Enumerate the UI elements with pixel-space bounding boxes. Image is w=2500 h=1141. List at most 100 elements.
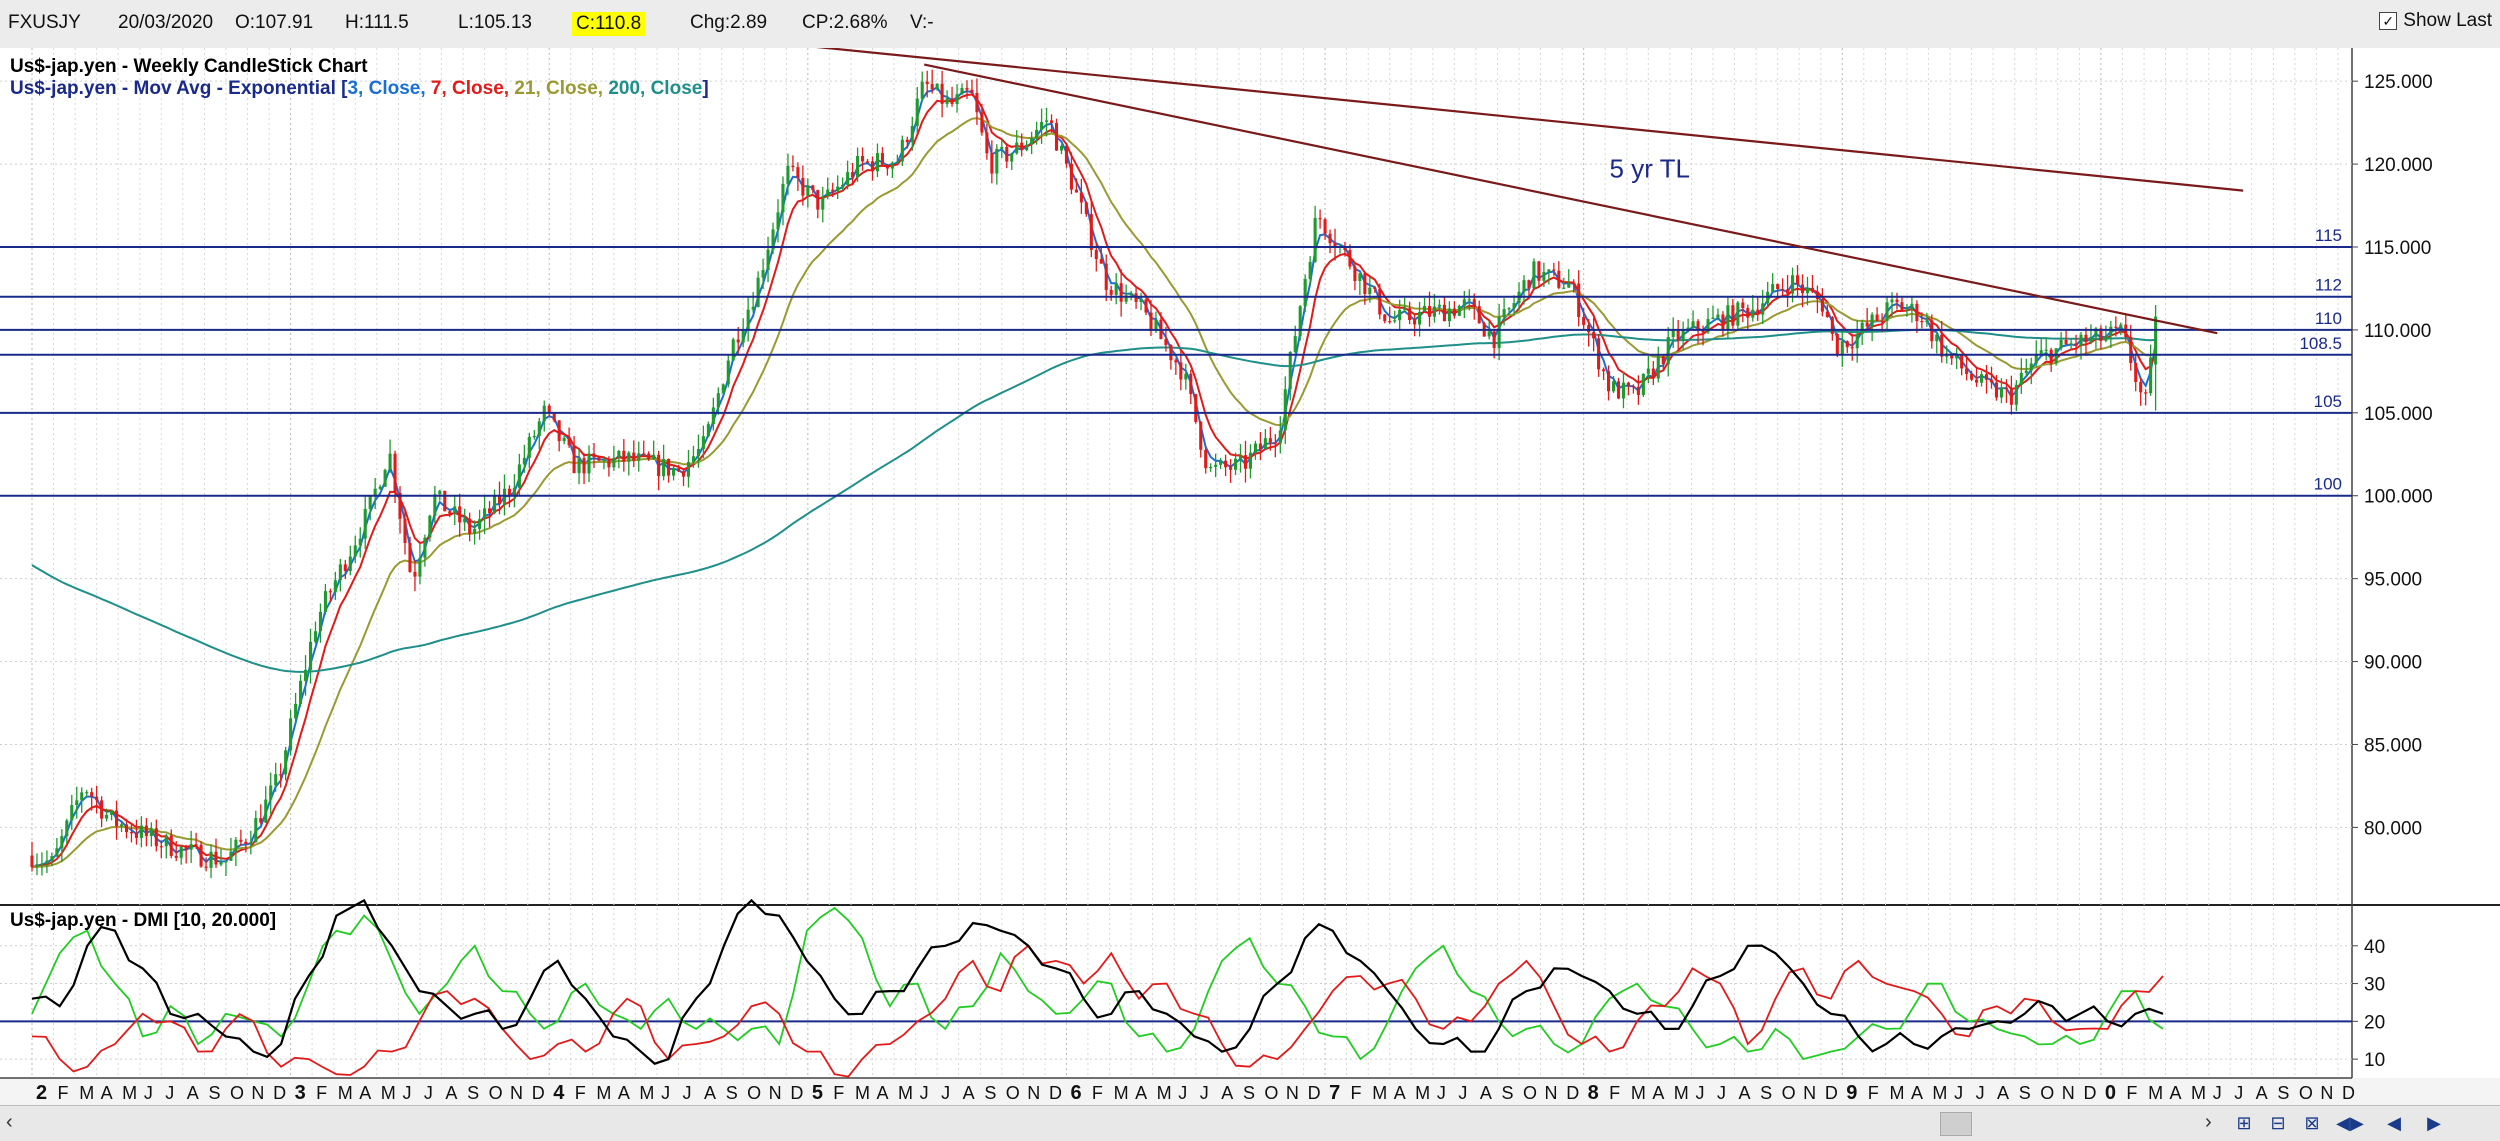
candle-body — [1646, 368, 1650, 374]
candle-body — [1577, 283, 1581, 318]
candle-body — [100, 800, 104, 819]
candle-body — [1368, 287, 1372, 295]
scroll-right-arrow[interactable]: › — [2205, 1111, 2212, 1133]
candle-body — [716, 393, 720, 408]
candle-body — [1139, 299, 1143, 302]
candle — [1910, 295, 1914, 323]
pan-right-icon[interactable]: ▶ — [2427, 1113, 2441, 1133]
show-last-checkbox[interactable]: ✓ — [2379, 12, 2398, 30]
candle-body — [1686, 327, 1690, 330]
candle-body — [681, 471, 686, 477]
candle-body — [1631, 386, 1635, 388]
candle-body — [552, 412, 556, 421]
candle-body — [1696, 321, 1700, 331]
chart-area[interactable]: 125.000 120.000 115.000 110.000 105.000 100.0… — [0, 13, 2500, 1105]
x-month-label: N — [2062, 1083, 2075, 1103]
candle-body — [55, 848, 59, 857]
chart-canvas[interactable]: 125.000 120.000 115.000 110.000 105.000 100.0… — [0, 13, 2500, 1105]
candle — [1358, 272, 1362, 296]
level-label: 108.5 — [2299, 334, 2342, 353]
candle — [1323, 217, 1327, 240]
candle — [667, 458, 671, 483]
candle-body — [746, 309, 750, 330]
candle — [1030, 131, 1034, 155]
candle-body — [80, 792, 84, 801]
candle-body — [995, 148, 999, 174]
candle-body — [478, 519, 482, 529]
candle-body — [736, 339, 740, 343]
x-month-label: D — [2083, 1083, 2096, 1103]
candle-body — [841, 184, 845, 187]
dmi-chart-title: Us$-jap.yen - DMI [10, 20.000] — [10, 910, 277, 931]
x-month-label: D — [273, 1083, 286, 1103]
x-month-label: A — [876, 1083, 888, 1103]
show-last-toggle[interactable]: ✓ Show Last — [2379, 10, 2492, 32]
ma-legend-series: 3, Close, — [347, 78, 431, 99]
candle-body — [930, 84, 934, 90]
candle — [2104, 325, 2108, 343]
candle-body — [433, 494, 437, 516]
candle — [995, 144, 999, 185]
x-month-label: J — [1954, 1083, 1963, 1103]
candle — [1557, 261, 1561, 290]
candle-body — [1308, 261, 1312, 280]
pan-left-icon[interactable]: ◀ — [2387, 1113, 2401, 1133]
candle-body — [2009, 388, 2013, 405]
candle-body — [1970, 373, 1974, 380]
candle-body — [1756, 309, 1760, 315]
y-tick-label: 110.000 — [2364, 321, 2431, 342]
level-label: 115 — [2315, 226, 2342, 245]
x-month-label: S — [984, 1083, 996, 1103]
x-month-label: A — [1652, 1083, 1664, 1103]
candle-body — [1015, 142, 1019, 154]
candle-body — [438, 490, 442, 495]
x-month-label: N — [1544, 1083, 1557, 1103]
candle — [1209, 463, 1213, 472]
candle-body — [522, 457, 526, 465]
candle-body — [662, 458, 666, 477]
candle — [1870, 312, 1874, 342]
candle — [209, 844, 213, 879]
x-month-label: F — [1868, 1083, 1879, 1103]
x-month-label: O — [2040, 1083, 2054, 1103]
candle-body — [1557, 270, 1561, 288]
candle — [910, 116, 914, 151]
candle — [980, 103, 984, 136]
candle-body — [1273, 442, 1277, 444]
candle — [1960, 353, 1964, 376]
bottom-scrollbar[interactable]: ‹ › ⊞ ⊟ ⊠ ◀▶ ◀ ▶ — [0, 1105, 2500, 1141]
candle — [1219, 457, 1223, 469]
level-label: 110 — [2315, 309, 2342, 328]
zoom-out-icon[interactable]: ⊟ — [2270, 1113, 2286, 1133]
candle — [368, 495, 372, 521]
candle — [100, 796, 104, 827]
candle-body — [403, 518, 407, 543]
candle-body — [1005, 146, 1009, 162]
zoom-in-icon[interactable]: ⊠ — [2304, 1113, 2320, 1133]
candle-body — [786, 165, 790, 184]
candle — [1955, 347, 1959, 370]
candle — [1422, 297, 1427, 312]
candle-body — [194, 844, 198, 846]
scroll-left-arrow[interactable]: ‹ — [6, 1111, 13, 1133]
candle-body — [1860, 322, 1864, 334]
candle-body — [875, 153, 880, 172]
candle — [55, 837, 59, 857]
candle — [1079, 178, 1083, 214]
candle — [1348, 244, 1352, 270]
candle — [1472, 293, 1476, 320]
candle — [418, 543, 422, 585]
scrollbar-thumb[interactable] — [1940, 1112, 1972, 1136]
candle — [522, 444, 526, 473]
candle-body — [532, 435, 536, 438]
candle-body — [2114, 326, 2118, 328]
x-month-label: J — [1717, 1083, 1726, 1103]
candle — [1621, 371, 1626, 409]
candle-body — [1219, 460, 1223, 465]
candle — [428, 514, 432, 542]
x-month-label: A — [1480, 1083, 1492, 1103]
x-year-label: 7 — [1329, 1082, 1340, 1104]
zoom-fit-icon[interactable]: ⊞ — [2236, 1113, 2252, 1133]
change-pct-value: CP:2.68% — [802, 12, 888, 33]
pan-both-icon[interactable]: ◀▶ — [2336, 1113, 2364, 1133]
